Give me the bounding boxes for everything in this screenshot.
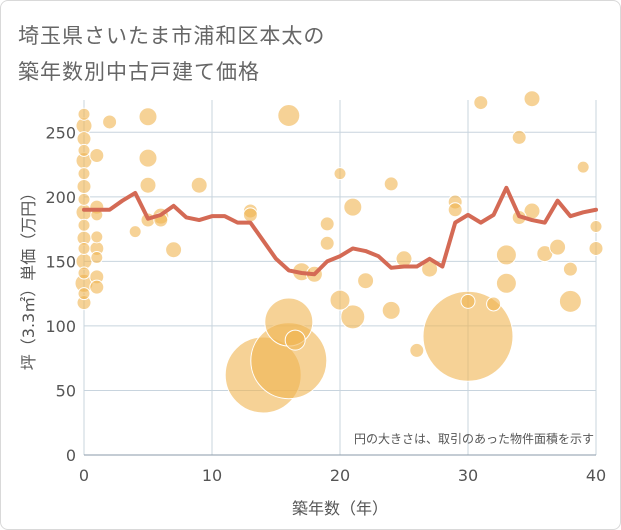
data-bubble	[138, 148, 158, 168]
data-bubble	[447, 202, 463, 218]
data-bubble	[90, 230, 104, 244]
data-bubble	[319, 216, 335, 232]
x-tick-label: 40	[586, 466, 606, 485]
data-bubble	[588, 240, 604, 256]
data-bubble	[138, 107, 158, 127]
chart-title-line1: 埼玉県さいたま市浦和区本太の	[18, 24, 326, 48]
data-bubble	[102, 114, 118, 130]
data-bubble	[523, 90, 541, 108]
data-bubble	[549, 238, 567, 256]
data-bubble	[486, 296, 502, 312]
data-bubble	[511, 129, 527, 145]
data-bubble	[589, 220, 603, 234]
data-bubble	[76, 131, 92, 147]
data-bubble	[76, 178, 92, 194]
data-bubble	[495, 272, 517, 294]
data-bubble	[77, 218, 91, 232]
y-axis-label: 坪（3.3㎡）単価（万円）	[19, 185, 38, 370]
data-bubble	[190, 176, 208, 194]
data-bubble	[77, 143, 91, 157]
data-bubble	[343, 197, 363, 217]
y-tick-label: 250	[45, 123, 76, 142]
data-bubble	[562, 261, 578, 277]
x-axis-label: 築年数（年）	[292, 499, 388, 518]
data-bubble	[460, 293, 476, 309]
x-tick-label: 0	[79, 466, 89, 485]
data-bubble	[473, 95, 489, 111]
data-bubble	[383, 176, 399, 192]
y-tick-label: 100	[45, 317, 76, 336]
data-bubble	[319, 235, 335, 251]
data-bubble	[495, 244, 517, 266]
y-tick-label: 50	[56, 381, 76, 400]
data-bubble	[77, 241, 91, 255]
data-bubble	[576, 160, 590, 174]
data-bubble	[89, 279, 105, 295]
data-bubble	[381, 300, 401, 320]
data-bubble	[558, 289, 582, 313]
data-bubble	[422, 290, 514, 382]
data-bubble	[77, 266, 91, 280]
data-bubble	[77, 192, 91, 206]
data-bubble	[357, 272, 375, 290]
data-bubble	[77, 107, 91, 121]
data-bubble	[139, 176, 157, 194]
y-tick-label: 200	[45, 188, 76, 207]
data-bubble	[395, 250, 413, 268]
data-bubble	[284, 329, 306, 351]
y-tick-label: 150	[45, 252, 76, 271]
x-tick-label: 10	[202, 466, 222, 485]
data-bubble	[340, 304, 366, 330]
chart-title-line2: 築年数別中古戸建て価格	[18, 60, 260, 84]
data-bubble	[77, 287, 91, 301]
data-bubble	[242, 207, 258, 223]
data-bubble	[329, 289, 351, 311]
data-bubble	[77, 167, 91, 181]
data-bubble	[277, 103, 301, 127]
data-bubble	[90, 250, 104, 264]
x-tick-label: 20	[330, 466, 350, 485]
data-bubble	[89, 148, 105, 164]
data-bubble	[128, 225, 142, 239]
data-bubble	[333, 167, 347, 181]
data-bubble	[409, 342, 425, 358]
x-tick-label: 30	[458, 466, 478, 485]
average-price-line	[82, 185, 598, 277]
bubble-size-note: 円の大きさは、取引のあった物件面積を示す	[354, 431, 594, 446]
data-bubble	[165, 241, 183, 259]
y-tick-label: 0	[66, 446, 76, 465]
